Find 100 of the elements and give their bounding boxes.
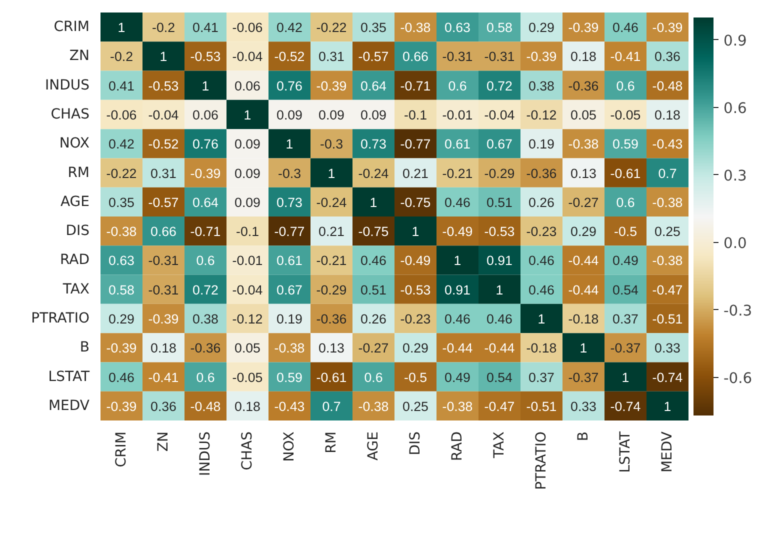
color-bar-label: -0.6 xyxy=(724,370,752,387)
data-label: 0.35 xyxy=(108,194,134,210)
data-label: 0.61 xyxy=(444,136,470,152)
data-label: -0.24 xyxy=(358,166,390,181)
data-label: 1 xyxy=(538,312,546,326)
x-tick-label: PTRATIO xyxy=(534,431,550,490)
data-label: 0.37 xyxy=(612,312,638,326)
data-label: -0.39 xyxy=(526,49,557,64)
data-label: 1 xyxy=(664,398,672,414)
data-label: -0.06 xyxy=(106,108,137,122)
data-label: 0.19 xyxy=(528,136,554,152)
data-label: -0.18 xyxy=(526,340,557,356)
data-label: -0.48 xyxy=(190,398,221,414)
data-label: 0.25 xyxy=(654,224,680,240)
data-label: 0.18 xyxy=(234,398,260,414)
data-label: 0.13 xyxy=(318,340,344,356)
data-label: 0.66 xyxy=(402,49,428,64)
x-tick-label: MEDV xyxy=(660,431,676,473)
data-label: 0.31 xyxy=(150,166,176,181)
data-label: -0.31 xyxy=(442,49,473,64)
y-tick-label: AGE xyxy=(60,194,90,210)
data-label: 0.46 xyxy=(528,253,554,268)
data-label: 0.72 xyxy=(192,282,218,298)
data-label: 0.46 xyxy=(486,312,512,326)
color-bar-label: -0.3 xyxy=(724,302,752,320)
data-label: -0.27 xyxy=(568,194,599,210)
data-label: 0.29 xyxy=(570,224,596,240)
data-label: 0.21 xyxy=(402,166,428,181)
data-label: 0.61 xyxy=(276,253,302,268)
data-label: 0.29 xyxy=(528,20,554,36)
data-label: -0.71 xyxy=(190,224,221,240)
data-label: -0.74 xyxy=(652,370,684,385)
data-label: 0.6 xyxy=(364,370,383,385)
data-label: 0.46 xyxy=(444,312,470,326)
data-label: -0.36 xyxy=(568,78,599,94)
data-label: -0.43 xyxy=(274,398,305,414)
x-tick-label: B xyxy=(576,431,592,442)
data-label: 0.37 xyxy=(528,370,554,385)
data-label: -0.57 xyxy=(358,49,389,64)
y-tick-label: NOX xyxy=(59,136,90,152)
data-label: -0.18 xyxy=(568,312,599,326)
data-label: 0.54 xyxy=(612,282,640,298)
data-label: -0.74 xyxy=(610,398,642,414)
data-label: 0.7 xyxy=(658,166,677,181)
data-label: -0.04 xyxy=(148,108,180,122)
data-label: 0.29 xyxy=(402,340,428,356)
data-label: -0.51 xyxy=(652,312,683,326)
data-label: -0.12 xyxy=(232,312,263,326)
data-label: -0.39 xyxy=(106,398,137,414)
data-label: 0.6 xyxy=(616,78,635,94)
y-tick-label: ZN xyxy=(69,48,90,64)
data-label: 0.09 xyxy=(318,108,344,122)
data-label: 1 xyxy=(412,224,420,240)
y-tick-label: TAX xyxy=(62,281,90,298)
data-label: -0.52 xyxy=(148,136,179,152)
data-label: -0.44 xyxy=(442,340,474,356)
data-label: 0.38 xyxy=(192,312,218,326)
data-label: 0.41 xyxy=(192,20,218,36)
data-label: -0.36 xyxy=(526,166,557,181)
data-label: -0.01 xyxy=(232,253,263,268)
data-label: -0.21 xyxy=(316,253,347,268)
data-label: 0.41 xyxy=(108,78,134,94)
data-label: -0.29 xyxy=(484,166,515,181)
color-bar-label: 0.6 xyxy=(724,100,747,117)
data-label: -0.06 xyxy=(232,20,263,36)
data-label: 1 xyxy=(580,340,588,356)
data-label: 0.72 xyxy=(486,78,512,94)
data-label: 0.64 xyxy=(360,78,388,94)
data-label: -0.41 xyxy=(610,49,641,64)
color-bar-label: 0.0 xyxy=(724,234,747,252)
data-label: 0.51 xyxy=(486,194,512,210)
data-label: -0.5 xyxy=(404,370,427,385)
x-tick-label: TAX xyxy=(492,431,508,460)
data-label: 0.26 xyxy=(360,312,386,326)
data-label: -0.39 xyxy=(106,340,137,356)
data-label: -0.61 xyxy=(610,166,641,181)
data-label: -0.75 xyxy=(400,194,431,210)
data-label: -0.39 xyxy=(316,78,347,94)
data-label: 0.76 xyxy=(276,78,302,94)
data-label: -0.31 xyxy=(148,282,179,298)
data-label: -0.43 xyxy=(652,136,683,152)
y-tick-label: B xyxy=(80,340,90,356)
data-label: 0.6 xyxy=(196,370,215,385)
data-label: -0.37 xyxy=(610,340,641,356)
data-label: 0.35 xyxy=(360,20,386,36)
data-label: -0.44 xyxy=(484,340,516,356)
color-bar-label: 0.9 xyxy=(724,32,747,50)
data-label: 1 xyxy=(454,253,462,268)
data-label: 1 xyxy=(370,194,378,210)
data-label: -0.2 xyxy=(110,49,133,64)
data-label: -0.38 xyxy=(442,398,473,414)
data-label: 0.06 xyxy=(192,108,218,122)
data-label: 0.49 xyxy=(444,370,470,385)
data-label: 0.67 xyxy=(486,136,512,152)
data-label: -0.12 xyxy=(526,108,557,122)
data-label: 0.49 xyxy=(612,253,638,268)
x-tick-label: INDUS xyxy=(198,431,214,476)
data-label: 0.46 xyxy=(444,194,470,210)
data-label: 0.63 xyxy=(108,253,134,268)
data-label: -0.31 xyxy=(484,49,515,64)
